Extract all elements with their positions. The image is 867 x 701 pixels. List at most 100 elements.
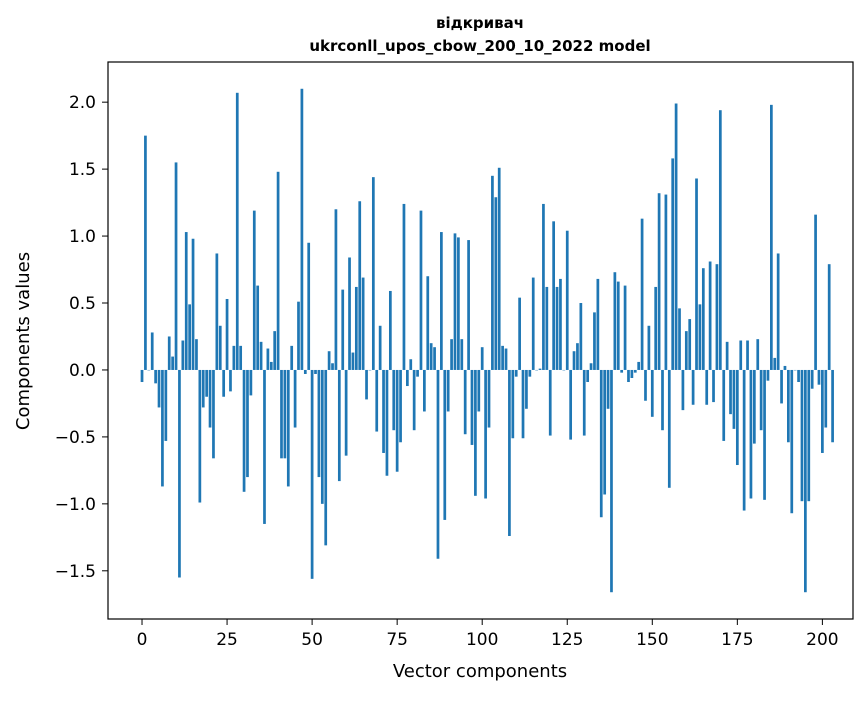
bar-component-51 [314, 370, 317, 374]
bar-component-166 [705, 370, 708, 405]
bar-component-153 [661, 370, 664, 430]
bar-component-131 [586, 370, 589, 382]
bar-component-47 [301, 89, 304, 370]
bar-component-175 [736, 370, 739, 465]
bar-component-127 [573, 351, 576, 370]
bar-component-92 [454, 233, 457, 370]
bar-component-83 [423, 370, 426, 412]
bar-component-119 [545, 287, 548, 370]
bar-component-68 [372, 177, 375, 370]
bar-component-72 [386, 370, 389, 476]
bar-component-113 [525, 370, 528, 409]
bar-component-73 [389, 291, 392, 370]
x-tick-label: 125 [551, 630, 583, 650]
y-tick-label: 0.0 [69, 361, 96, 381]
bar-component-93 [457, 237, 460, 370]
bar-component-100 [481, 347, 484, 370]
bar-component-171 [722, 370, 725, 441]
bar-component-182 [760, 370, 763, 430]
bar-component-90 [447, 370, 450, 412]
bar-component-76 [399, 370, 402, 442]
y-tick-label: −1.5 [55, 562, 96, 582]
bar-component-151 [654, 287, 657, 370]
bar-component-140 [617, 282, 620, 370]
bar-component-40 [277, 172, 280, 370]
bar-component-141 [620, 370, 623, 373]
bar-component-81 [416, 370, 419, 377]
bar-component-32 [250, 370, 253, 395]
bar-component-21 [212, 370, 215, 458]
bar-component-23 [219, 326, 222, 370]
bar-component-77 [403, 204, 406, 370]
bar-component-34 [256, 286, 259, 370]
bar-component-61 [348, 257, 351, 369]
bar-component-84 [426, 276, 429, 370]
bar-component-125 [566, 231, 569, 370]
bar-component-79 [409, 359, 412, 370]
bar-component-65 [362, 278, 365, 370]
bar-component-159 [682, 370, 685, 410]
bar-component-107 [505, 349, 508, 370]
bar-component-194 [801, 370, 804, 501]
bar-component-188 [780, 370, 783, 403]
bar-component-41 [280, 370, 283, 458]
bar-component-101 [484, 370, 487, 499]
bar-component-63 [355, 287, 358, 370]
bar-component-150 [651, 370, 654, 417]
bar-component-136 [603, 370, 606, 495]
bar-component-56 [331, 363, 334, 370]
bar-component-142 [624, 286, 627, 370]
bar-component-35 [260, 342, 263, 370]
bar-component-137 [607, 370, 610, 409]
bar-component-167 [709, 262, 712, 370]
bar-component-94 [460, 339, 463, 370]
bar-component-6 [161, 370, 164, 486]
bar-component-149 [648, 326, 651, 370]
bar-component-135 [600, 370, 603, 517]
bar-component-42 [284, 370, 287, 458]
bar-component-120 [549, 370, 552, 436]
bar-component-202 [828, 264, 831, 370]
x-tick-label: 175 [721, 630, 753, 650]
bar-component-22 [216, 253, 219, 369]
bar-component-64 [358, 201, 361, 370]
bar-component-186 [773, 358, 776, 370]
bar-component-27 [233, 346, 236, 370]
bar-component-16 [195, 339, 198, 370]
bar-component-20 [209, 370, 212, 428]
bar-component-31 [246, 370, 249, 477]
bar-component-62 [352, 353, 355, 370]
bar-component-203 [831, 370, 834, 442]
bar-component-145 [634, 370, 637, 373]
bar-component-178 [746, 341, 749, 370]
bar-component-196 [807, 370, 810, 501]
y-tick-label: 1.5 [69, 160, 96, 180]
bar-component-10 [175, 162, 178, 370]
bar-component-33 [253, 211, 256, 370]
bar-component-165 [702, 268, 705, 370]
bar-component-114 [528, 370, 531, 377]
bar-component-11 [178, 370, 181, 578]
bar-component-87 [437, 370, 440, 559]
bar-component-26 [229, 370, 232, 391]
bar-component-29 [239, 346, 242, 370]
bar-component-55 [328, 351, 331, 370]
bar-component-180 [753, 370, 756, 444]
bar-component-43 [287, 370, 290, 486]
bar-component-161 [688, 319, 691, 370]
bar-component-36 [263, 370, 266, 524]
bar-component-89 [443, 370, 446, 520]
bar-component-97 [471, 370, 474, 445]
bar-component-115 [532, 278, 535, 370]
bar-component-37 [267, 349, 270, 370]
bar-component-191 [790, 370, 793, 513]
x-tick-label: 0 [137, 630, 148, 650]
bar-component-13 [185, 232, 188, 370]
bar-component-106 [501, 346, 504, 370]
bar-component-189 [784, 366, 787, 370]
bar-component-177 [743, 370, 746, 511]
y-tick-label: 0.5 [69, 294, 96, 314]
y-tick-label: 1.0 [69, 227, 96, 247]
bar-component-173 [729, 370, 732, 414]
